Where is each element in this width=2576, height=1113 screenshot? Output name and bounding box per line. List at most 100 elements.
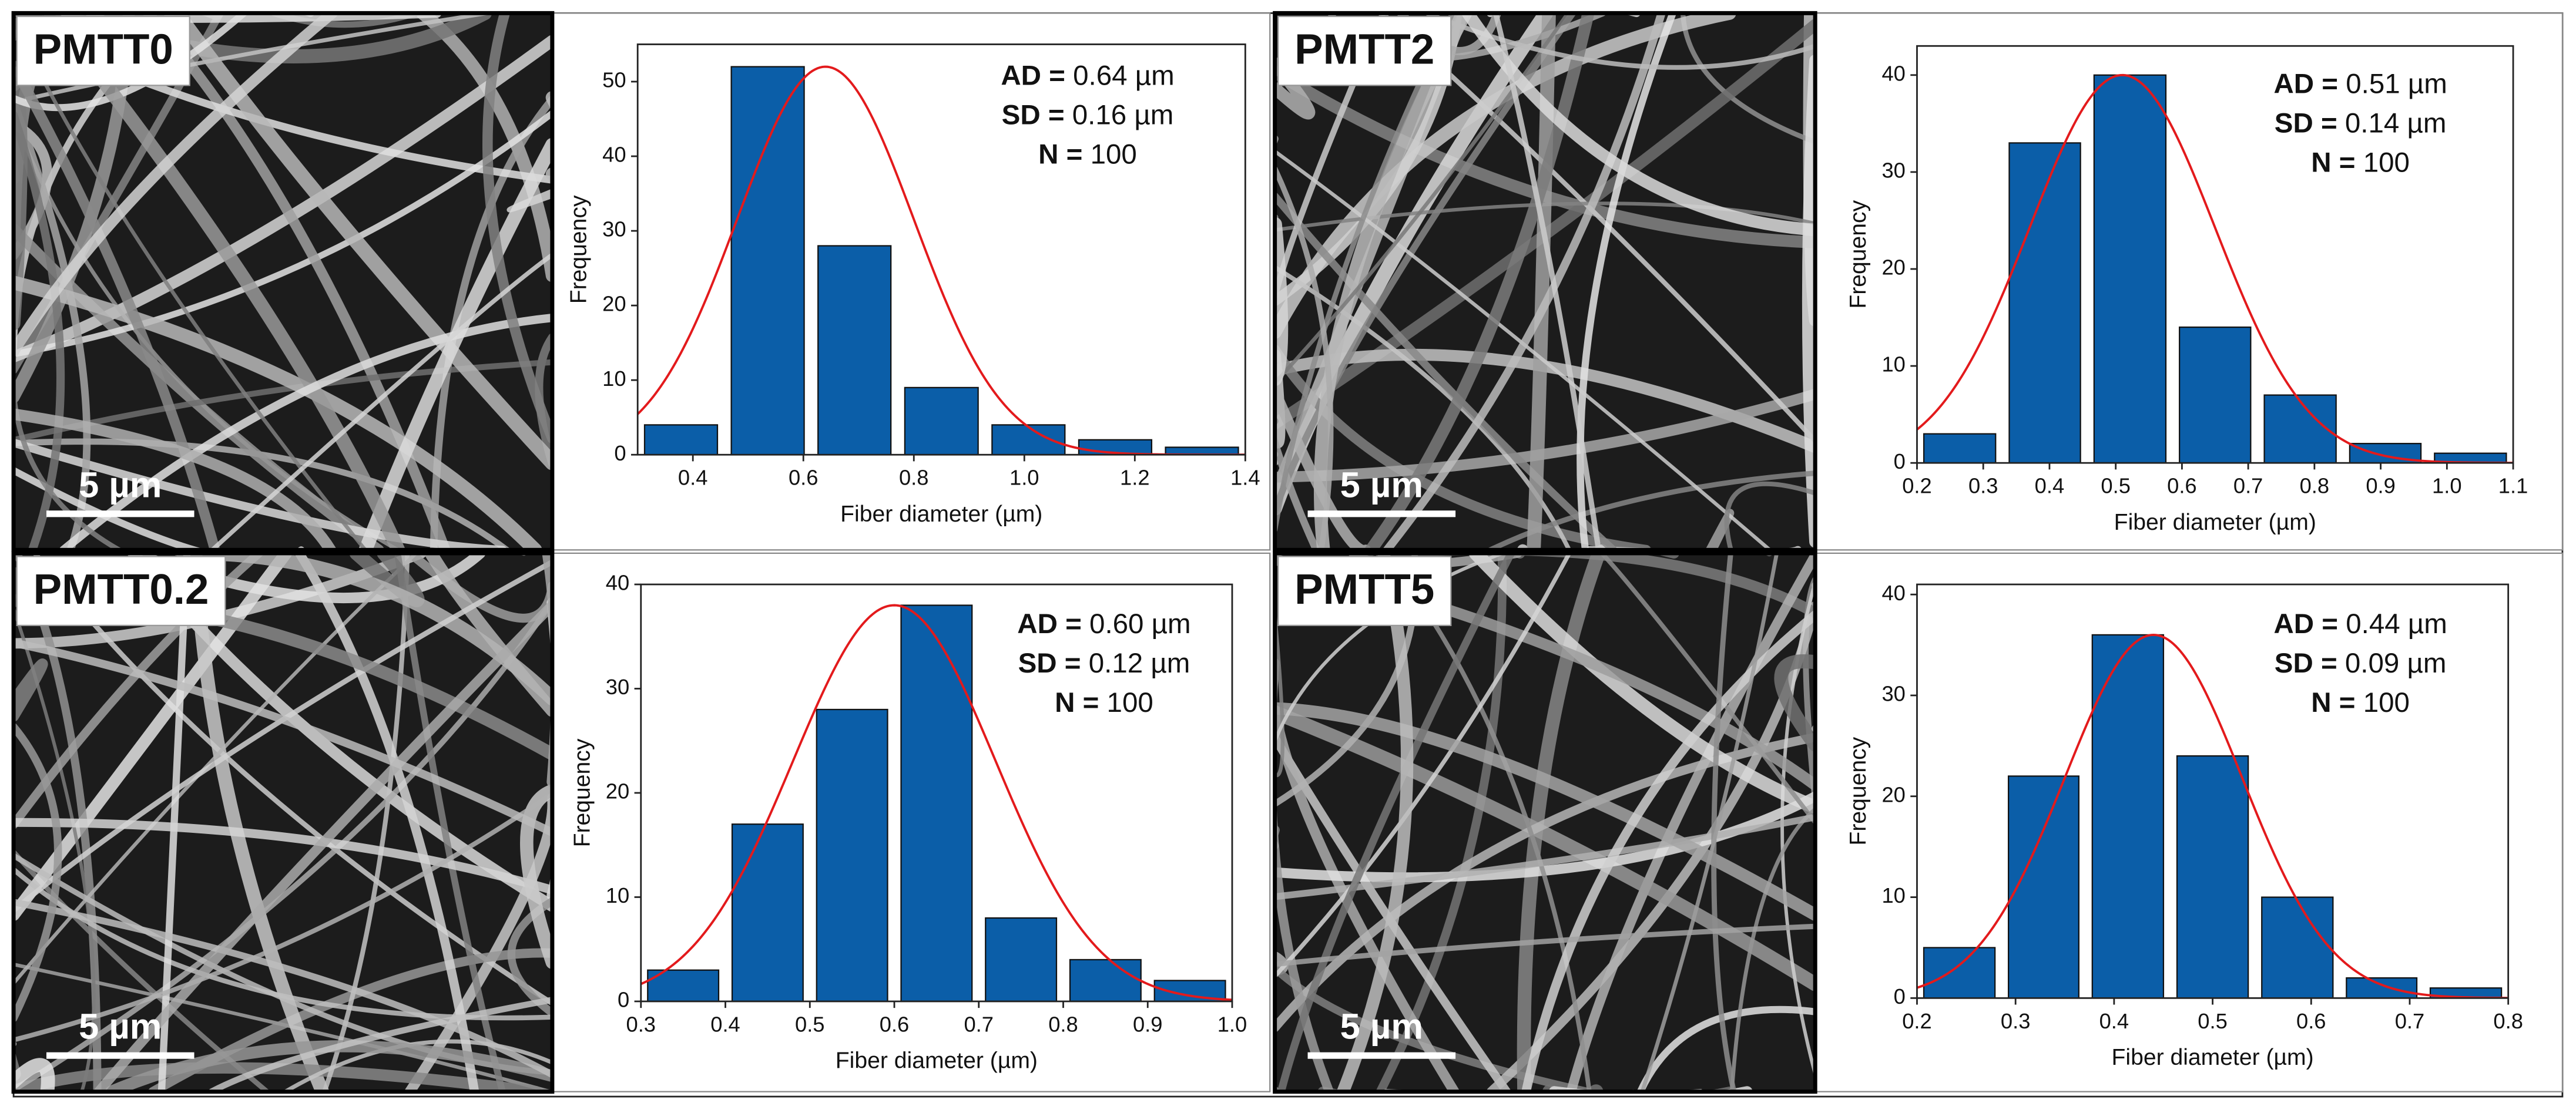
annotation: N = 100 — [2311, 147, 2410, 178]
image-frame — [1273, 11, 1817, 552]
x-tick-label: 0.2 — [1902, 1009, 1932, 1033]
bar — [643, 424, 719, 456]
bar — [730, 66, 805, 456]
y-tick-label: 20 — [1881, 255, 1905, 280]
annotation-label: SD = — [2275, 107, 2337, 139]
fiber — [14, 13, 489, 105]
fiber — [520, 784, 552, 969]
sem-image — [14, 553, 552, 1092]
annotation-value: 0.14 µm — [2345, 107, 2447, 139]
fiber — [14, 722, 62, 1023]
annotation-label: SD = — [1018, 648, 1081, 679]
annotation-value: 0.12 µm — [1089, 648, 1190, 679]
fiber — [14, 598, 552, 1092]
annotation-value: 100 — [2363, 687, 2410, 718]
bar — [900, 604, 973, 1003]
image-label: PMTT5 — [1294, 566, 1434, 613]
fiber — [1599, 553, 1816, 825]
annotation: SD = 0.14 µm — [2275, 107, 2447, 139]
bar — [2263, 394, 2337, 464]
fiber — [1274, 13, 1455, 533]
annotation-value: 0.09 µm — [2345, 648, 2447, 679]
y-axis-label: Frequency — [1846, 737, 1871, 845]
fiber — [1274, 813, 1816, 900]
fiber — [1640, 553, 1779, 1092]
annotation: SD = 0.09 µm — [2275, 648, 2447, 679]
image-label-box — [1277, 556, 1452, 627]
fiber — [14, 13, 338, 357]
y-axis-label: Frequency — [569, 738, 595, 847]
x-tick-label: 0.7 — [964, 1012, 994, 1036]
x-tick-label: 1.2 — [1120, 466, 1150, 490]
fiber — [93, 600, 552, 1092]
bar — [2261, 896, 2334, 999]
bar — [731, 823, 804, 1003]
x-tick-label: 0.6 — [2167, 474, 2197, 498]
y-axis-label: Frequency — [1846, 200, 1871, 308]
annotation-label: N = — [2311, 147, 2355, 178]
bar — [2007, 775, 2079, 999]
fiber — [14, 962, 552, 1092]
y-tick-label: 20 — [602, 292, 626, 316]
y-tick-label: 40 — [606, 571, 629, 595]
fiber — [1274, 658, 1334, 1092]
x-tick-label: 0.5 — [2198, 1009, 2228, 1033]
x-tick-label: 0.4 — [678, 466, 708, 490]
fiber — [1277, 553, 1515, 1092]
bar — [2091, 634, 2165, 999]
fiber — [358, 137, 552, 550]
fiber — [14, 559, 552, 913]
fiber — [482, 13, 552, 444]
plot-frame — [636, 43, 1246, 456]
x-axis-label: Fiber diameter (µm) — [2111, 1045, 2313, 1070]
image-label-box — [1277, 15, 1452, 86]
fiber — [416, 13, 552, 283]
fiber — [1317, 1087, 1735, 1092]
fiber — [176, 553, 552, 706]
fiber — [1274, 705, 1816, 991]
y-tick-label: 0 — [1894, 984, 1906, 1008]
x-tick-label: 0.6 — [880, 1012, 910, 1036]
x-tick-label: 0.9 — [1133, 1012, 1163, 1036]
y-tick-label: 10 — [606, 883, 629, 907]
fiber — [1364, 13, 1595, 550]
fiber — [14, 638, 552, 837]
x-tick-label: 0.4 — [2099, 1009, 2129, 1033]
image-label: PMTT0 — [33, 26, 173, 73]
x-tick-label: 0.6 — [789, 466, 819, 490]
fiber — [14, 1058, 55, 1092]
fiber — [1274, 553, 1505, 743]
fiber — [43, 13, 405, 550]
bar — [1069, 959, 1142, 1003]
bar — [985, 917, 1058, 1003]
fiber — [14, 658, 48, 722]
fiber — [59, 313, 552, 550]
fiber — [1577, 13, 1677, 550]
x-tick-label: 1.0 — [2432, 474, 2462, 498]
annotation: AD = 0.64 µm — [1001, 60, 1174, 91]
fiber — [507, 189, 552, 213]
fiber — [1724, 481, 1816, 550]
fiber — [1316, 1090, 1636, 1092]
x-tick-label: 0.8 — [2493, 1009, 2523, 1033]
annotation-value: 0.16 µm — [1072, 99, 1174, 130]
x-tick-label: 0.3 — [1968, 474, 1998, 498]
fiber — [189, 553, 330, 1092]
scale-bar-label: 5 µm — [79, 1007, 162, 1047]
fiber — [1274, 613, 1285, 778]
image-frame — [1273, 551, 1817, 1094]
fiber — [1274, 192, 1618, 550]
fiber — [294, 553, 479, 1092]
image-label: PMTT0.2 — [33, 566, 209, 613]
fiber — [1412, 1090, 1728, 1092]
scale-bar-label: 5 µm — [1340, 1007, 1423, 1047]
scale-bar-label: 5 µm — [1340, 465, 1423, 505]
fiber — [1274, 923, 1816, 967]
scale-bar-label: 5 µm — [79, 465, 162, 505]
fiber — [1705, 509, 1735, 550]
bar — [2008, 142, 2081, 464]
image-label-box — [16, 556, 226, 627]
annotation-value: 100 — [2363, 147, 2410, 178]
fiber — [1680, 13, 1816, 144]
